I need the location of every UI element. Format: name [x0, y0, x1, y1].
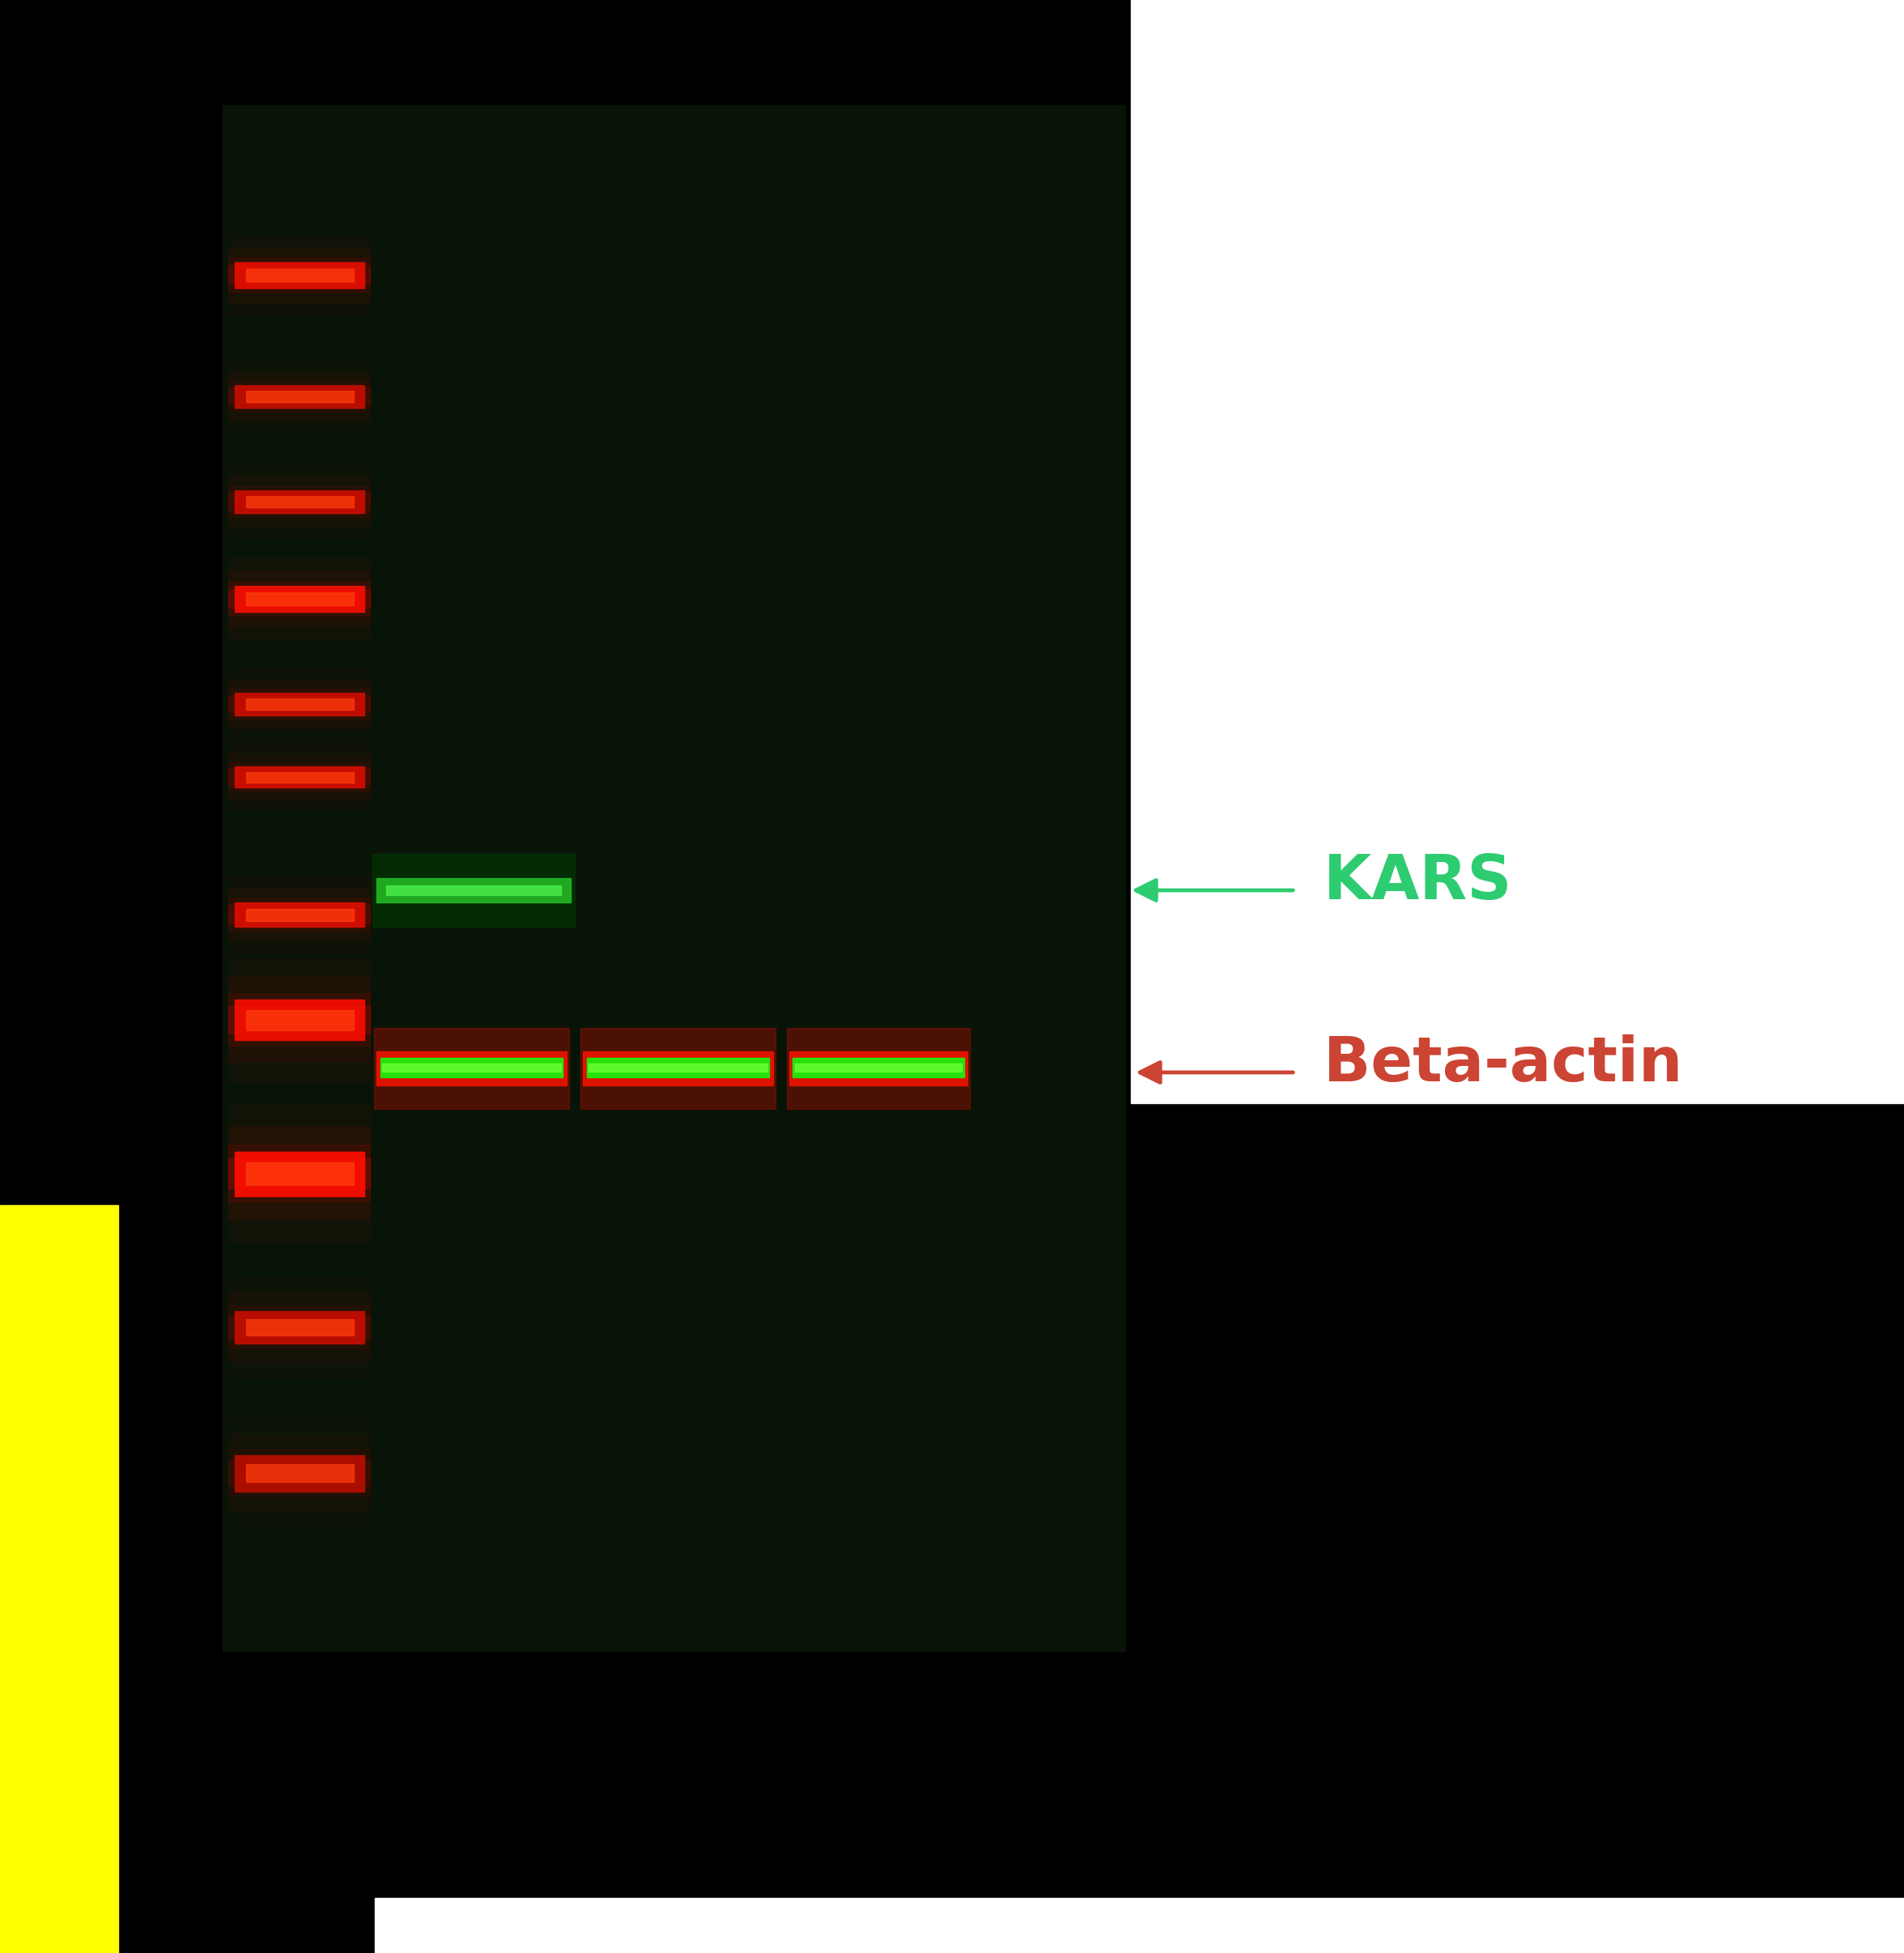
FancyBboxPatch shape	[228, 389, 371, 404]
FancyBboxPatch shape	[228, 1158, 371, 1189]
FancyBboxPatch shape	[228, 266, 371, 285]
FancyBboxPatch shape	[228, 994, 371, 1045]
Bar	[381, 1059, 564, 1076]
Bar	[246, 1465, 354, 1482]
FancyBboxPatch shape	[228, 906, 371, 924]
Bar	[0, 1205, 118, 1953]
FancyBboxPatch shape	[228, 381, 371, 412]
Bar	[383, 1062, 562, 1072]
FancyBboxPatch shape	[228, 1461, 371, 1486]
Bar	[246, 1010, 354, 1029]
Bar	[246, 592, 354, 605]
FancyBboxPatch shape	[228, 248, 371, 303]
FancyBboxPatch shape	[228, 764, 371, 791]
Bar	[373, 1027, 569, 1109]
Bar	[223, 105, 1125, 1650]
FancyBboxPatch shape	[228, 572, 371, 627]
Bar	[786, 1027, 969, 1109]
FancyBboxPatch shape	[228, 590, 371, 607]
Bar	[234, 262, 364, 289]
Bar	[375, 1898, 1904, 1953]
FancyBboxPatch shape	[228, 680, 371, 728]
FancyBboxPatch shape	[228, 695, 371, 713]
FancyBboxPatch shape	[228, 1449, 371, 1496]
FancyBboxPatch shape	[228, 689, 371, 719]
Bar	[234, 385, 364, 408]
FancyBboxPatch shape	[228, 769, 371, 785]
Bar	[246, 270, 354, 281]
FancyBboxPatch shape	[228, 486, 371, 518]
Bar	[373, 853, 575, 928]
Text: Beta-actin: Beta-actin	[1323, 1035, 1683, 1094]
FancyBboxPatch shape	[228, 1006, 371, 1033]
Bar	[1131, 0, 1904, 1103]
FancyBboxPatch shape	[228, 1307, 371, 1348]
Bar	[234, 490, 364, 514]
FancyBboxPatch shape	[228, 258, 371, 293]
Bar	[790, 1051, 967, 1086]
Bar	[234, 766, 364, 787]
FancyBboxPatch shape	[228, 478, 371, 525]
Bar	[377, 879, 571, 902]
FancyBboxPatch shape	[228, 1144, 371, 1201]
FancyBboxPatch shape	[228, 494, 371, 510]
FancyBboxPatch shape	[228, 978, 371, 1062]
Bar	[234, 1152, 364, 1195]
Bar	[246, 908, 354, 920]
Text: KARS: KARS	[1323, 852, 1512, 912]
Bar	[234, 693, 364, 715]
FancyBboxPatch shape	[228, 1293, 371, 1361]
Bar	[246, 699, 354, 709]
FancyBboxPatch shape	[228, 889, 371, 941]
Bar	[246, 1162, 354, 1185]
Bar	[387, 885, 562, 894]
Bar	[234, 902, 364, 928]
Bar	[246, 1320, 354, 1336]
Bar	[792, 1059, 963, 1076]
Bar	[581, 1027, 775, 1109]
FancyBboxPatch shape	[228, 898, 371, 932]
FancyBboxPatch shape	[228, 1127, 371, 1221]
FancyBboxPatch shape	[228, 373, 371, 420]
Bar	[234, 586, 364, 611]
FancyBboxPatch shape	[228, 582, 371, 615]
Bar	[246, 771, 354, 783]
FancyBboxPatch shape	[228, 754, 371, 799]
Bar	[246, 391, 354, 402]
Bar	[583, 1051, 773, 1086]
Bar	[234, 1455, 364, 1492]
Bar	[586, 1059, 769, 1076]
Bar	[246, 496, 354, 508]
Bar	[234, 1310, 364, 1344]
Bar	[588, 1062, 767, 1072]
FancyBboxPatch shape	[228, 1316, 371, 1338]
Bar	[377, 1051, 567, 1086]
Bar	[794, 1062, 962, 1072]
Bar	[234, 1000, 364, 1041]
